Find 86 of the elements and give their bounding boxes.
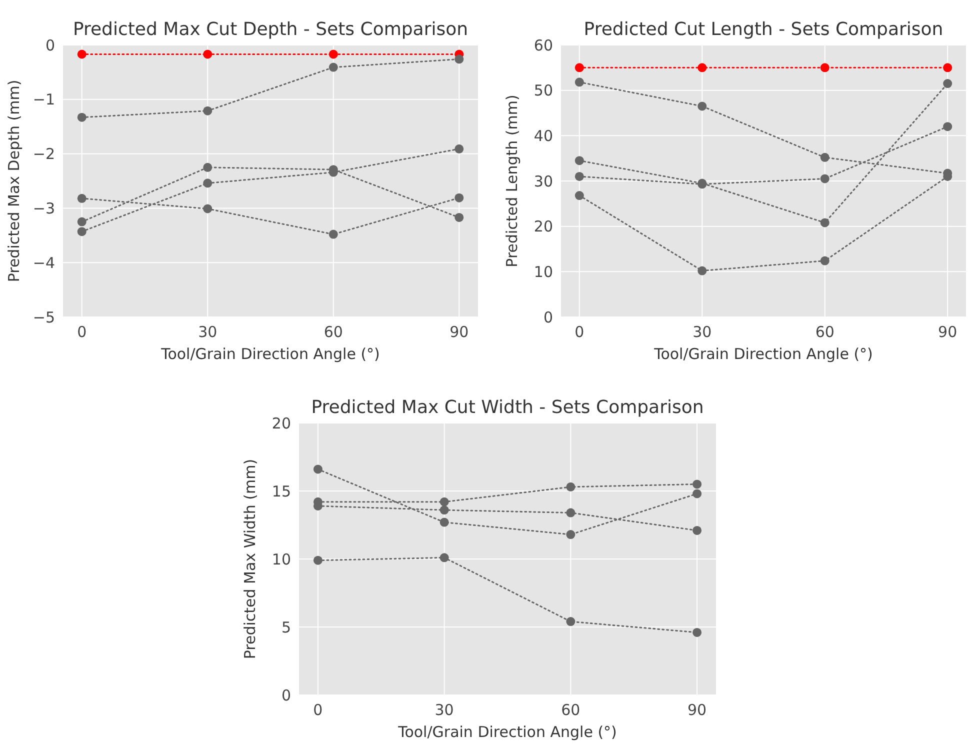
point <box>574 63 584 72</box>
point <box>313 556 322 565</box>
x-axis-title: Tool/Grain Direction Angle (°) <box>160 345 380 363</box>
x-axis-title: Tool/Grain Direction Angle (°) <box>653 345 873 363</box>
y-tick-label: 10 <box>272 550 291 568</box>
point <box>440 553 449 562</box>
y-tick-label: 30 <box>534 172 553 190</box>
point <box>943 79 952 88</box>
point <box>692 526 702 535</box>
point <box>692 489 702 498</box>
y-axis-title: Predicted Max Depth (mm) <box>5 80 23 282</box>
x-tick-label: 90 <box>938 323 958 341</box>
point <box>574 78 584 87</box>
x-tick-label: 0 <box>313 701 323 719</box>
y-tick-label: 5 <box>281 618 291 636</box>
point <box>313 464 322 474</box>
y-tick-label: 0 <box>45 36 55 54</box>
y-tick-label: 20 <box>534 218 553 236</box>
y-tick-label: 40 <box>534 126 553 145</box>
point <box>574 191 584 200</box>
y-tick-label: 10 <box>534 262 553 281</box>
point <box>203 50 212 59</box>
y-axis-title: Predicted Max Width (mm) <box>241 458 259 660</box>
y-tick-label: −1 <box>32 90 55 109</box>
point <box>77 112 86 122</box>
point <box>203 178 212 188</box>
point <box>574 172 584 181</box>
y-tick-label: −4 <box>32 254 55 272</box>
point <box>454 212 464 222</box>
point <box>440 497 449 506</box>
x-tick-label: 0 <box>77 323 87 341</box>
point <box>77 227 86 236</box>
point <box>566 482 576 492</box>
point <box>203 106 212 116</box>
point <box>698 266 707 276</box>
x-tick-label: 90 <box>688 701 707 719</box>
point <box>77 217 86 226</box>
point <box>454 144 464 154</box>
point <box>454 54 464 64</box>
point <box>692 628 702 637</box>
x-tick-label: 30 <box>692 323 712 341</box>
x-tick-label: 0 <box>574 323 584 341</box>
y-axis-title: Predicted Length (mm) <box>503 94 521 268</box>
point <box>328 62 338 72</box>
y-tick-label: 0 <box>543 308 553 326</box>
y-tick-label: 0 <box>281 686 291 704</box>
point <box>328 50 338 59</box>
point <box>943 122 952 132</box>
point <box>698 102 707 111</box>
point <box>454 193 464 202</box>
point <box>820 256 830 266</box>
chart-title: Predicted Max Cut Depth - Sets Comparison <box>72 19 468 40</box>
point <box>566 508 576 518</box>
x-axis-title: Tool/Grain Direction Angle (°) <box>397 723 617 741</box>
point <box>440 506 449 515</box>
point <box>203 204 212 214</box>
point <box>698 63 707 72</box>
point <box>943 63 952 72</box>
x-tick-label: 60 <box>815 323 834 341</box>
x-tick-label: 30 <box>198 323 218 341</box>
point <box>820 152 830 162</box>
y-tick-label: 50 <box>534 82 553 100</box>
point <box>77 194 86 203</box>
point <box>820 218 830 228</box>
y-tick-label: 15 <box>272 482 291 500</box>
point <box>574 156 584 166</box>
point <box>77 50 86 59</box>
point <box>203 162 212 172</box>
x-tick-label: 60 <box>324 323 343 341</box>
y-tick-label: −5 <box>32 308 55 326</box>
y-tick-label: −3 <box>32 199 55 218</box>
point <box>566 617 576 626</box>
y-tick-label: −2 <box>32 145 55 164</box>
y-tick-label: 60 <box>534 36 553 54</box>
y-tick-label: 20 <box>272 414 291 432</box>
point <box>820 174 830 184</box>
x-tick-label: 60 <box>561 701 580 719</box>
point <box>328 230 338 239</box>
point <box>566 530 576 540</box>
x-tick-label: 30 <box>434 701 454 719</box>
point <box>820 63 830 72</box>
chart-title: Predicted Max Cut Width - Sets Comparison <box>311 397 704 418</box>
point <box>440 518 449 527</box>
point <box>692 480 702 489</box>
x-tick-label: 90 <box>450 323 469 341</box>
chart-title: Predicted Cut Length - Sets Comparison <box>584 19 944 40</box>
